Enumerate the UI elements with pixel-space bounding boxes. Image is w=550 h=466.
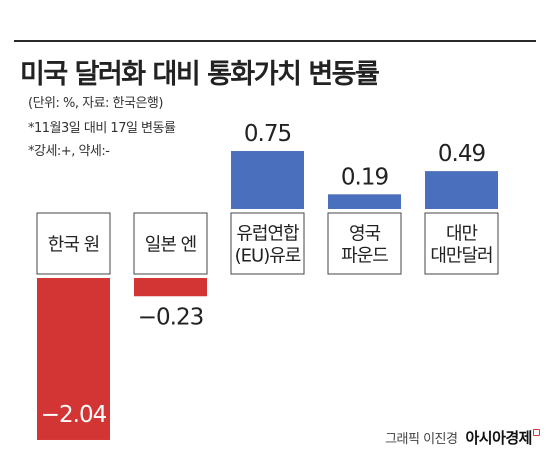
category-label: (EU)유로 (235, 246, 301, 267)
category-box (36, 212, 111, 275)
category-label: 파운드 (341, 246, 388, 267)
category-label: 대만 (446, 224, 478, 245)
publisher-logo: 아시아경제 (465, 427, 540, 448)
category-label: 대만달러 (430, 246, 492, 267)
category-box (424, 212, 499, 275)
value-label: 0.19 (341, 164, 389, 190)
category-label: 일본 엔 (145, 235, 197, 256)
category-box (327, 212, 402, 275)
category-box (230, 212, 305, 275)
value-label: −0.23 (138, 304, 203, 330)
period-note: *11월3일 대비 17일 변동률 (28, 121, 176, 136)
value-label: −2.04 (41, 402, 107, 428)
bar (425, 171, 498, 209)
logo-mark-icon (533, 429, 540, 436)
graphic-credit: 그래픽 이진경 (385, 432, 458, 447)
footer: 그래픽 이진경 아시아경제 (385, 427, 540, 448)
bar (328, 194, 401, 209)
top-rule (14, 40, 536, 42)
value-label: 0.75 (244, 121, 291, 147)
category-label: 유럽연합 (236, 224, 299, 245)
bar (134, 278, 207, 297)
unit-note: (단위: %, 자료: 한국은행) (28, 96, 163, 111)
chart-title: 미국 달러화 대비 통화가치 변동률 (20, 59, 380, 90)
bar (37, 278, 110, 440)
publisher-logo-text: 아시아경제 (465, 429, 532, 447)
value-label: 0.49 (438, 141, 486, 167)
category-box (133, 212, 208, 275)
bar (231, 151, 304, 209)
category-label: 영국 (349, 224, 381, 245)
sign-note: *강세:+, 약세:- (28, 144, 110, 159)
category-label: 한국 원 (48, 235, 99, 256)
